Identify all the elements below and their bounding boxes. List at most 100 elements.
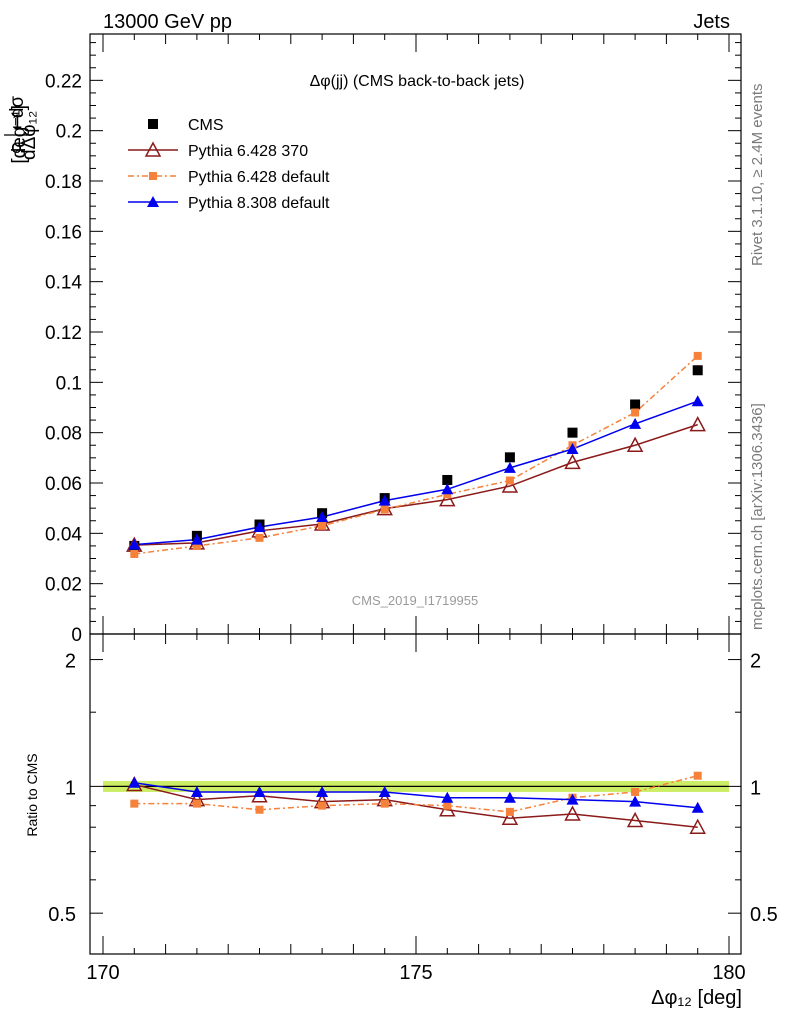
y-tick-label: 0.16: [45, 222, 82, 243]
ratio-point: [190, 785, 203, 797]
ratio-y-tick-label: 1: [65, 777, 76, 799]
ratio-point: [380, 799, 389, 808]
ratio-panel: 170 175 180 0.5 0.5 1 1 2 2: [48, 633, 778, 984]
data-point: [693, 351, 702, 360]
ratio-point: [501, 809, 519, 826]
data-point: [689, 416, 706, 432]
data-point: [380, 505, 389, 514]
x-tick-label: 175: [399, 962, 432, 984]
svg-text:σ: σ: [11, 137, 23, 158]
ratio-point: [503, 791, 516, 803]
header-right: Jets: [693, 11, 730, 33]
series-line: [134, 400, 698, 546]
ratio-point: [505, 807, 514, 816]
data-point: [378, 494, 391, 506]
y-tick-label: 0: [71, 625, 82, 646]
data-point: [439, 491, 456, 507]
data-point: [567, 427, 578, 438]
ratio-point: [693, 771, 702, 780]
x-tick-label: 180: [712, 962, 745, 984]
data-point: [128, 538, 141, 550]
y-tick-label: 0.1: [56, 373, 82, 394]
data-point: [503, 461, 516, 473]
data-point: [630, 399, 641, 410]
ratio-series-line: [134, 774, 698, 813]
data-point: [629, 417, 642, 429]
main-panel: 0 0.02 0.04 0.06 0.08 0.1 0.12 0.14 0.16 0.18 0.2 0…: [45, 33, 742, 646]
legend-marker: [149, 172, 157, 180]
y-axis-label-numerator: dσ: [7, 96, 28, 119]
y-tick-label: 0.06: [45, 474, 82, 495]
data-point: [443, 490, 452, 499]
y-tick-label: 0.18: [45, 172, 82, 193]
x-axis-label: Δφ₁₂ [deg]: [651, 987, 742, 1009]
series-line: [134, 355, 699, 555]
data-point: [316, 510, 329, 522]
legend-label: CMS: [188, 117, 224, 134]
data-point: [130, 549, 139, 558]
ratio-point: [253, 785, 266, 797]
x-tick-label: 170: [86, 962, 119, 984]
ratio-point: [629, 795, 642, 807]
ratio-point: [192, 799, 201, 808]
legend-marker: [147, 196, 159, 207]
data-point: [631, 408, 640, 417]
y-axis-label: 1 σ dσ dΔφ₁₂ [deg⁻¹]: [4, 96, 40, 164]
y-axis-label-denominator: dΔφ₁₂: [19, 111, 40, 160]
ratio-y-tick-label: 2: [65, 651, 76, 673]
ratio-y-tick-label-right: 2: [750, 651, 761, 673]
ratio-point: [631, 787, 640, 796]
y-axis-label-unit: [deg⁻¹]: [9, 105, 30, 164]
ratio-y-tick-label-right: 1: [750, 777, 761, 799]
y-tick-label: 0.22: [45, 71, 82, 92]
svg-text:1: 1: [12, 112, 23, 133]
data-point: [564, 453, 581, 470]
y-tick-label: 0.12: [45, 323, 82, 344]
data-point: [501, 477, 519, 493]
legend-label: Pythia 8.308 default: [188, 195, 330, 212]
ratio-point: [441, 791, 454, 803]
series-line: [134, 423, 698, 546]
ratio-y-tick-label: 0.5: [48, 904, 76, 926]
legend-label: Pythia 6.428 370: [188, 143, 308, 160]
data-point: [442, 474, 453, 485]
ratio-point: [626, 811, 644, 828]
watermark: CMS_2019_I1719955: [352, 593, 479, 608]
rivet-label: Rivet 3.1.10, ≥ 2.4M events: [749, 84, 766, 267]
data-point: [441, 483, 454, 495]
ratio-frame: [89, 633, 742, 955]
ratio-point: [378, 785, 391, 797]
data-point: [505, 476, 514, 485]
legend-marker: [144, 141, 162, 157]
legend: CMS Pythia 6.428 370 Pythia 6.428 default P…: [128, 117, 330, 212]
ratio-point: [316, 785, 329, 797]
ratio-point: [564, 805, 581, 821]
y-tick-label: 0.14: [45, 273, 82, 294]
ratio-point: [128, 776, 141, 788]
y-tick-label: 0.08: [45, 424, 82, 445]
ratio-y-label: Ratio to CMS: [24, 753, 40, 836]
header-left: 13000 GeV pp: [103, 11, 232, 33]
data-point: [504, 452, 515, 463]
data-point: [692, 365, 703, 376]
data-point: [691, 395, 704, 407]
y-tick-label: 0.04: [45, 524, 82, 545]
ratio-point: [318, 801, 327, 810]
data-point: [192, 541, 201, 550]
chart-title: Δφ(jj) (CMS back-to-back jets): [310, 73, 525, 90]
legend-marker: [148, 119, 158, 129]
data-point: [253, 521, 266, 533]
ratio-point: [443, 801, 452, 810]
ratio-point: [691, 801, 704, 813]
data-point: [190, 533, 203, 545]
ratio-series-line: [134, 782, 698, 809]
ratio-point: [566, 793, 579, 805]
data-point: [566, 443, 579, 455]
ratio-point: [255, 805, 264, 814]
ratio-point: [689, 818, 706, 834]
data-point: [318, 521, 327, 530]
mcplots-label: mcplots.cern.ch [arXiv:1306.3436]: [749, 403, 766, 630]
y-tick-label: 0.02: [45, 575, 82, 596]
ratio-point: [130, 799, 139, 808]
